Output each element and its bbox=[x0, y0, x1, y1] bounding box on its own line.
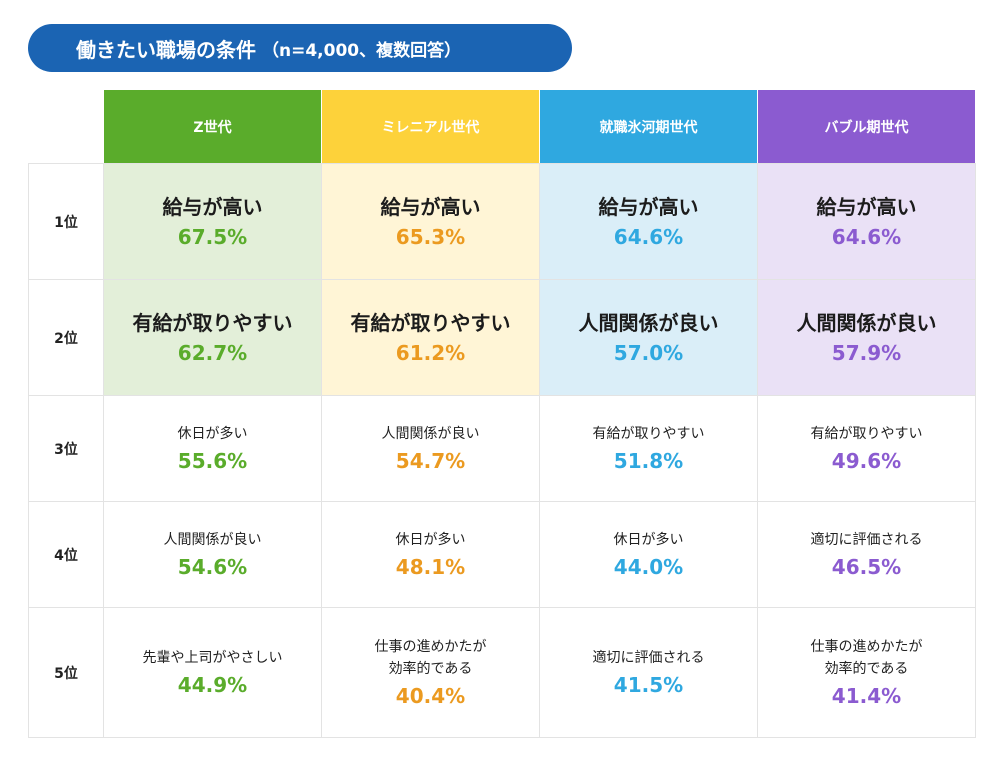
table-cell: 有給が取りやすい 61.2% bbox=[322, 279, 540, 395]
cell-label: 仕事の進めかたが 効率的である bbox=[810, 638, 923, 677]
cell-label: 適切に評価される bbox=[810, 531, 923, 548]
row-header: 4位 bbox=[28, 501, 104, 607]
cell-percentage: 57.9% bbox=[831, 340, 902, 365]
column-header: 就職氷河期世代 bbox=[540, 90, 758, 163]
cell-label: 有給が取りやすい bbox=[592, 425, 705, 442]
row-header: 3位 bbox=[28, 395, 104, 501]
table-cell: 人間関係が良い 54.6% bbox=[104, 501, 322, 607]
table-cell: 給与が高い 64.6% bbox=[540, 163, 758, 279]
cell-label: 給与が高い bbox=[380, 194, 481, 219]
cell-percentage: 40.4% bbox=[395, 683, 466, 708]
column-header: バブル期世代 bbox=[758, 90, 976, 163]
page-subtitle: （n=4,000、複数回答） bbox=[262, 40, 462, 61]
cell-percentage: 44.0% bbox=[613, 554, 684, 579]
row-header: 1位 bbox=[28, 163, 104, 279]
cell-percentage: 61.2% bbox=[395, 340, 466, 365]
title-banner: 働きたい職場の条件 （n=4,000、複数回答） bbox=[28, 24, 572, 72]
table-corner bbox=[28, 90, 104, 163]
table-cell: 仕事の進めかたが 効率的である 41.4% bbox=[758, 607, 976, 738]
table-cell: 有給が取りやすい 62.7% bbox=[104, 279, 322, 395]
cell-label: 適切に評価される bbox=[592, 649, 705, 666]
cell-percentage: 54.7% bbox=[395, 448, 466, 473]
cell-label: 有給が取りやすい bbox=[350, 310, 511, 335]
column-header: ミレニアル世代 bbox=[322, 90, 540, 163]
column-header: Z世代 bbox=[104, 90, 322, 163]
table-cell: 人間関係が良い 54.7% bbox=[322, 395, 540, 501]
cell-label: 休日が多い bbox=[613, 531, 684, 548]
cell-label: 給与が高い bbox=[598, 194, 699, 219]
page-title: 働きたい職場の条件 bbox=[76, 37, 256, 62]
table-cell: 人間関係が良い 57.0% bbox=[540, 279, 758, 395]
cell-label: 休日が多い bbox=[395, 531, 466, 548]
table-cell: 適切に評価される 41.5% bbox=[540, 607, 758, 738]
cell-label: 給与が高い bbox=[162, 194, 263, 219]
table-cell: 有給が取りやすい 51.8% bbox=[540, 395, 758, 501]
cell-percentage: 49.6% bbox=[831, 448, 902, 473]
cell-label: 人間関係が良い bbox=[163, 531, 262, 548]
cell-percentage: 41.4% bbox=[831, 683, 902, 708]
table-cell: 給与が高い 64.6% bbox=[758, 163, 976, 279]
cell-percentage: 64.6% bbox=[613, 224, 684, 249]
cell-label: 給与が高い bbox=[816, 194, 917, 219]
table-cell: 有給が取りやすい 49.6% bbox=[758, 395, 976, 501]
cell-label: 休日が多い bbox=[177, 425, 248, 442]
table-cell: 休日が多い 48.1% bbox=[322, 501, 540, 607]
cell-percentage: 65.3% bbox=[395, 224, 466, 249]
table-cell: 適切に評価される 46.5% bbox=[758, 501, 976, 607]
cell-percentage: 41.5% bbox=[613, 672, 684, 697]
row-header: 2位 bbox=[28, 279, 104, 395]
cell-percentage: 48.1% bbox=[395, 554, 466, 579]
cell-percentage: 67.5% bbox=[177, 224, 248, 249]
cell-percentage: 62.7% bbox=[177, 340, 248, 365]
table-cell: 人間関係が良い 57.9% bbox=[758, 279, 976, 395]
cell-percentage: 44.9% bbox=[177, 672, 248, 697]
cell-percentage: 64.6% bbox=[831, 224, 902, 249]
cell-label: 人間関係が良い bbox=[796, 310, 937, 335]
cell-label: 人間関係が良い bbox=[381, 425, 480, 442]
table-cell: 先輩や上司がやさしい 44.9% bbox=[104, 607, 322, 738]
table-cell: 給与が高い 67.5% bbox=[104, 163, 322, 279]
table-cell: 仕事の進めかたが 効率的である 40.4% bbox=[322, 607, 540, 738]
ranking-table: Z世代 ミレニアル世代 就職氷河期世代 バブル期世代 1位 給与が高い 67.5% 給与が高い… bbox=[28, 90, 976, 738]
cell-label: 有給が取りやすい bbox=[132, 310, 293, 335]
cell-label: 先輩や上司がやさしい bbox=[142, 649, 283, 666]
table-cell: 給与が高い 65.3% bbox=[322, 163, 540, 279]
table-cell: 休日が多い 55.6% bbox=[104, 395, 322, 501]
cell-label: 仕事の進めかたが 効率的である bbox=[374, 638, 487, 677]
table-cell: 休日が多い 44.0% bbox=[540, 501, 758, 607]
cell-percentage: 55.6% bbox=[177, 448, 248, 473]
cell-percentage: 57.0% bbox=[613, 340, 684, 365]
row-header: 5位 bbox=[28, 607, 104, 738]
cell-percentage: 54.6% bbox=[177, 554, 248, 579]
cell-percentage: 51.8% bbox=[613, 448, 684, 473]
cell-label: 有給が取りやすい bbox=[810, 425, 923, 442]
cell-label: 人間関係が良い bbox=[578, 310, 719, 335]
cell-percentage: 46.5% bbox=[831, 554, 902, 579]
